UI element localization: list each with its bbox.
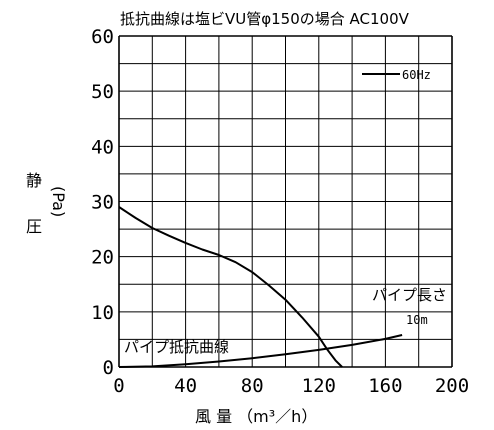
series-line-1 bbox=[118, 334, 403, 368]
x-tick-label-4: 160 bbox=[368, 375, 402, 397]
y-axis-label-main: 静 bbox=[26, 171, 42, 190]
chart-title: 抵抗曲線は塩ビVU管φ150の場合 AC100V bbox=[120, 10, 410, 28]
y-tick-label-5: 50 bbox=[91, 81, 114, 103]
pipe-length-label: パイプ長さ bbox=[372, 286, 447, 304]
x-axis-label: 風 量 （m³／h） bbox=[195, 407, 317, 426]
x-tick-label-0: 0 bbox=[113, 375, 124, 397]
y-axis-label-sub2: (Pa) bbox=[49, 186, 68, 217]
pipe-length-value: 10m bbox=[406, 313, 428, 327]
x-tick-label-2: 80 bbox=[241, 375, 264, 397]
x-tick-label-3: 120 bbox=[302, 375, 336, 397]
x-tick-label-1: 40 bbox=[174, 375, 197, 397]
x-tick-labels: 0 40 80 120 160 200 bbox=[113, 375, 469, 397]
y-axis-label-sub1: 圧 bbox=[26, 217, 42, 236]
y-tick-labels: 0 10 20 30 40 50 60 bbox=[91, 26, 114, 379]
pipe-curve-label: パイプ抵抗曲線 bbox=[124, 338, 229, 356]
legend-label: 60Hz bbox=[402, 68, 431, 82]
y-tick-label-3: 30 bbox=[91, 192, 114, 214]
y-tick-label-6: 60 bbox=[91, 26, 114, 48]
series-line-0 bbox=[118, 206, 343, 368]
y-tick-label-4: 40 bbox=[91, 136, 114, 158]
y-tick-label-2: 20 bbox=[91, 247, 114, 269]
grid bbox=[118, 35, 453, 368]
series-lines bbox=[118, 206, 403, 368]
y-tick-label-1: 10 bbox=[91, 302, 114, 324]
y-tick-label-0: 0 bbox=[103, 357, 114, 379]
x-tick-label-5: 200 bbox=[435, 375, 469, 397]
